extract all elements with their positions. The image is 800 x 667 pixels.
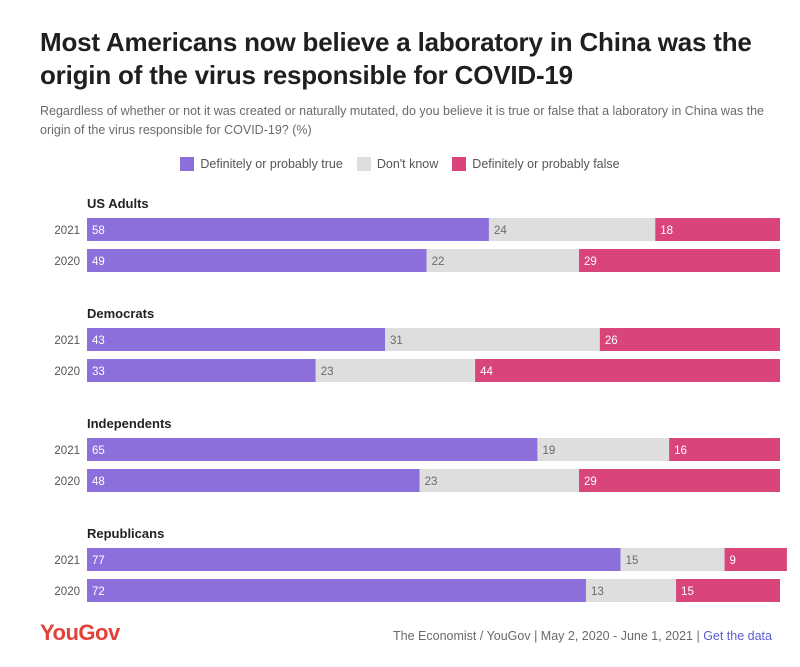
- bar-us-adults-2020-true: [87, 249, 427, 272]
- value-label-republicans-2020-dont-know: 13: [591, 586, 604, 598]
- bar-democrats-2020-true: [87, 359, 316, 382]
- year-label-independents-2021: 2021: [54, 445, 80, 457]
- value-label-democrats-2021-false: 26: [605, 335, 618, 347]
- bar-democrats-2021-dont-know: [384, 328, 600, 351]
- value-label-independents-2020-false: 29: [584, 476, 597, 488]
- value-label-us-adults-2020-dont-know: 22: [432, 256, 445, 268]
- value-label-us-adults-2020-true: 49: [92, 256, 105, 268]
- group-label-independents: Independents: [87, 416, 172, 431]
- legend-label-dont-know: Don't know: [376, 157, 439, 171]
- value-label-republicans-2021-false: 9: [730, 555, 736, 567]
- bar-democrats-2020-false: [475, 359, 780, 382]
- group-label-republicans: Republicans: [87, 526, 164, 541]
- legend-item-dont-know: Don't know: [356, 157, 439, 171]
- value-label-independents-2020-true: 48: [92, 476, 105, 488]
- bar-republicans-2020-true: [87, 579, 586, 602]
- group-label-us-adults: US Adults: [87, 196, 149, 211]
- bar-republicans-2021-false: [724, 548, 787, 571]
- source-text: The Economist / YouGov | May 2, 2020 - J…: [393, 629, 704, 643]
- bar-independents-2021-false: [669, 438, 780, 461]
- bar-us-adults-2020-dont-know: [426, 249, 580, 272]
- value-label-republicans-2021-true: 77: [92, 555, 105, 567]
- value-label-democrats-2020-dont-know: 23: [321, 366, 334, 378]
- year-label-republicans-2021: 2021: [54, 555, 80, 567]
- legend-swatch-true: [180, 157, 195, 171]
- year-label-us-adults-2020: 2020: [54, 256, 80, 268]
- value-label-independents-2021-true: 65: [92, 445, 105, 457]
- value-label-independents-2020-dont-know: 23: [425, 476, 438, 488]
- group-label-democrats: Democrats: [87, 306, 154, 321]
- value-label-independents-2021-dont-know: 19: [542, 445, 555, 457]
- value-label-democrats-2020-false: 44: [480, 366, 493, 378]
- chart-title: Most Americans now believe a laboratory …: [40, 27, 752, 90]
- value-label-us-adults-2020-false: 29: [584, 256, 597, 268]
- bar-democrats-2020-dont-know: [315, 359, 476, 382]
- source-note: The Economist / YouGov | May 2, 2020 - J…: [393, 629, 772, 643]
- value-label-democrats-2021-dont-know: 31: [390, 335, 403, 347]
- bar-independents-2020-false: [579, 469, 780, 492]
- bar-independents-2021-dont-know: [537, 438, 670, 461]
- bar-republicans-2021-dont-know: [620, 548, 725, 571]
- bar-us-adults-2021-dont-know: [488, 218, 656, 241]
- value-label-democrats-2020-true: 33: [92, 366, 105, 378]
- bar-us-adults-2020-false: [579, 249, 780, 272]
- bar-democrats-2021-true: [87, 328, 385, 351]
- value-label-republicans-2020-false: 15: [681, 586, 694, 598]
- get-the-data-link[interactable]: Get the data: [703, 629, 772, 643]
- bar-independents-2021-true: [87, 438, 538, 461]
- bar-independents-2020-true: [87, 469, 420, 492]
- chart-subtitle: Regardless of whether or not it was crea…: [40, 104, 764, 137]
- bar-republicans-2021-true: [87, 548, 621, 571]
- bar-us-adults-2021-false: [655, 218, 780, 241]
- year-label-independents-2020: 2020: [54, 476, 80, 488]
- bar-us-adults-2021-true: [87, 218, 489, 241]
- year-label-democrats-2021: 2021: [54, 335, 80, 347]
- legend-label-true: Definitely or probably true: [200, 157, 343, 171]
- year-label-republicans-2020: 2020: [54, 586, 80, 598]
- year-label-us-adults-2021: 2021: [54, 225, 80, 237]
- value-label-us-adults-2021-false: 18: [660, 225, 673, 237]
- legend: Definitely or probably true Don't know D…: [0, 157, 800, 171]
- value-label-us-adults-2021-true: 58: [92, 225, 105, 237]
- legend-swatch-dont-know: [356, 157, 371, 171]
- value-label-us-adults-2021-dont-know: 24: [494, 225, 507, 237]
- value-label-independents-2021-false: 16: [674, 445, 687, 457]
- year-label-democrats-2020: 2020: [54, 366, 80, 378]
- legend-swatch-false: [452, 157, 467, 171]
- value-label-democrats-2021-true: 43: [92, 335, 105, 347]
- bar-republicans-2020-dont-know: [585, 579, 677, 602]
- value-label-republicans-2021-dont-know: 15: [626, 555, 639, 567]
- legend-label-false: Definitely or probably false: [472, 157, 620, 171]
- value-label-republicans-2020-true: 72: [92, 586, 105, 598]
- bar-democrats-2021-false: [599, 328, 780, 351]
- bar-independents-2020-dont-know: [419, 469, 580, 492]
- yougov-logo: YouGov: [40, 620, 120, 645]
- legend-item-false: Definitely or probably false: [452, 157, 620, 171]
- bar-republicans-2020-false: [676, 579, 780, 602]
- legend-item-true: Definitely or probably true: [180, 157, 343, 171]
